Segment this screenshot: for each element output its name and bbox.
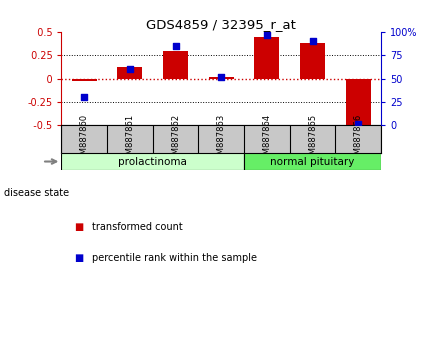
Text: normal pituitary: normal pituitary — [270, 156, 355, 166]
Point — [355, 121, 362, 127]
Point — [263, 32, 270, 38]
Point — [309, 38, 316, 44]
Title: GDS4859 / 32395_r_at: GDS4859 / 32395_r_at — [146, 18, 296, 31]
Bar — [208, 76, 234, 79]
Bar — [117, 67, 142, 79]
Bar — [346, 79, 371, 127]
Point — [218, 74, 225, 79]
Text: GSM887861: GSM887861 — [125, 114, 134, 165]
Text: GSM887862: GSM887862 — [171, 114, 180, 165]
Bar — [300, 43, 325, 79]
Text: GSM887863: GSM887863 — [217, 114, 226, 165]
Point — [126, 66, 133, 72]
Bar — [254, 38, 279, 79]
Text: ■: ■ — [74, 253, 84, 263]
Bar — [61, 154, 244, 170]
Text: percentile rank within the sample: percentile rank within the sample — [92, 253, 257, 263]
Bar — [244, 154, 381, 170]
Text: prolactinoma: prolactinoma — [118, 156, 187, 166]
Text: GSM887860: GSM887860 — [80, 114, 88, 165]
Point — [172, 43, 179, 49]
Text: disease state: disease state — [4, 188, 70, 198]
Text: ■: ■ — [74, 222, 84, 232]
Point — [81, 94, 88, 100]
Text: GSM887864: GSM887864 — [262, 114, 272, 165]
Bar — [71, 79, 97, 81]
Bar — [163, 51, 188, 79]
Text: GSM887865: GSM887865 — [308, 114, 317, 165]
Text: transformed count: transformed count — [92, 222, 183, 232]
Text: GSM887866: GSM887866 — [354, 114, 363, 165]
